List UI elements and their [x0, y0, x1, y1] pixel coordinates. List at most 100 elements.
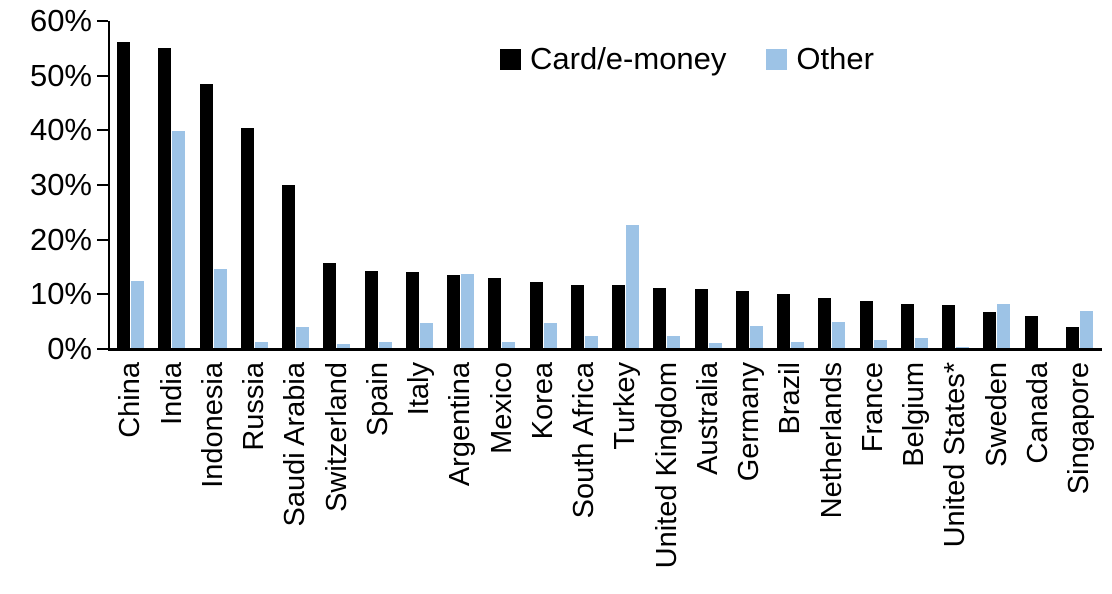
y-axis-tick [97, 184, 108, 186]
bar-card-e-money [942, 305, 956, 349]
chart-legend: Card/e-money Other [500, 41, 874, 77]
bar-group [316, 21, 357, 349]
bar-other [172, 131, 186, 349]
bar-group [688, 21, 729, 349]
bar-group [605, 21, 646, 349]
x-axis-label: Russia [238, 362, 271, 451]
bar-group [110, 21, 151, 349]
bar-other [749, 326, 763, 349]
x-axis-label-cell: Italy [399, 362, 440, 592]
bar-other [997, 304, 1011, 349]
plot-area [110, 21, 1100, 349]
y-axis-tick-label: 30% [29, 167, 92, 202]
bar-group [646, 21, 687, 349]
bar-group [358, 21, 399, 349]
y-axis-tick-label: 40% [29, 112, 92, 148]
x-axis-label-cell: Saudi Arabia [275, 362, 316, 592]
x-axis-label-cell: Canada [1018, 362, 1059, 592]
bar-card-e-money [488, 277, 502, 349]
y-axis-tick-label: 50% [29, 57, 92, 93]
bar-card-e-money [282, 185, 296, 349]
x-axis-label-cell: Argentina [440, 362, 481, 592]
bar-group [523, 21, 564, 349]
bar-card-e-money [1065, 326, 1079, 349]
x-axis-label: Australia [691, 362, 724, 475]
x-axis-label: Argentina [444, 362, 477, 487]
y-axis-tick-label: 60% [29, 3, 92, 38]
bar-card-e-money [653, 287, 667, 349]
bar-card-e-money [158, 48, 172, 349]
bar-group [440, 21, 481, 349]
x-axis-label: Saudi Arabia [279, 362, 312, 527]
x-axis-label: Switzerland [320, 362, 353, 512]
bar-other [502, 341, 516, 349]
bar-group [976, 21, 1017, 349]
x-axis-label-cell: Spain [358, 362, 399, 592]
bar-other [873, 340, 887, 349]
bar-other [791, 341, 805, 349]
legend-swatch-icon [500, 48, 521, 70]
y-axis-tick [97, 348, 108, 350]
x-axis-label-cell: Turkey [605, 362, 646, 592]
bar-card-e-money [323, 263, 337, 349]
bar-group [1059, 21, 1100, 349]
bar-card-e-money [447, 275, 461, 349]
x-axis-line [108, 348, 1102, 351]
x-axis-label: India [155, 362, 188, 425]
bar-card-e-money [777, 293, 791, 349]
y-axis-tick-label: 0% [47, 331, 92, 366]
legend-swatch-icon [766, 48, 788, 70]
bar-card-e-money [859, 301, 873, 349]
bar-card-e-money [983, 312, 997, 349]
x-axis-label-cell: Australia [688, 362, 729, 592]
bar-card-e-money [735, 290, 749, 349]
legend-label: Card/e-money [530, 41, 727, 76]
x-axis-label: Belgium [898, 362, 931, 467]
x-axis-label: United States* [939, 362, 972, 548]
x-axis-label: Netherlands [815, 362, 848, 519]
x-axis-label: Italy [403, 362, 436, 416]
bar-group [193, 21, 234, 349]
x-axis-label-cell: South Africa [564, 362, 605, 592]
y-axis-line [108, 21, 110, 351]
x-axis-label: Sweden [980, 362, 1013, 467]
bar-card-e-money [900, 303, 914, 349]
bar-other [626, 224, 640, 349]
x-axis-label-cell: Singapore [1059, 362, 1100, 592]
bar-group [564, 21, 605, 349]
bar-group [853, 21, 894, 349]
x-axis-label-cell: China [110, 362, 151, 592]
bar-group [729, 21, 770, 349]
bar-other [131, 280, 145, 349]
x-axis-label-cell: Switzerland [316, 362, 357, 592]
x-axis-label: Spain [361, 362, 394, 437]
bar-group [234, 21, 275, 349]
bar-group [1018, 21, 1059, 349]
x-axis-label-cell: Russia [234, 362, 275, 592]
x-axis-label-cell: Indonesia [193, 362, 234, 592]
legend-item-other: Other [766, 41, 874, 77]
bar-card-e-money [612, 284, 626, 349]
x-axis-label-cell: Brazil [770, 362, 811, 592]
bar-other [296, 326, 310, 349]
bar-other [337, 344, 351, 349]
bar-group [275, 21, 316, 349]
bar-group [811, 21, 852, 349]
bar-other [584, 335, 598, 349]
x-axis-label: Brazil [774, 362, 807, 435]
x-axis-label-cell: Germany [729, 362, 770, 592]
bar-group [399, 21, 440, 349]
y-axis-tick [97, 20, 108, 22]
bar-other [667, 335, 681, 349]
bar-card-e-money [570, 284, 584, 349]
y-axis-tick [97, 74, 108, 77]
bar-other [914, 337, 928, 349]
bar-card-e-money [405, 271, 419, 349]
y-axis-tick-label: 10% [29, 276, 92, 312]
bar-other [254, 342, 268, 349]
x-axis-label: Turkey [609, 362, 642, 450]
x-axis-label-cell: Belgium [894, 362, 935, 592]
bar-card-e-money [240, 127, 254, 349]
bar-other [708, 343, 722, 349]
